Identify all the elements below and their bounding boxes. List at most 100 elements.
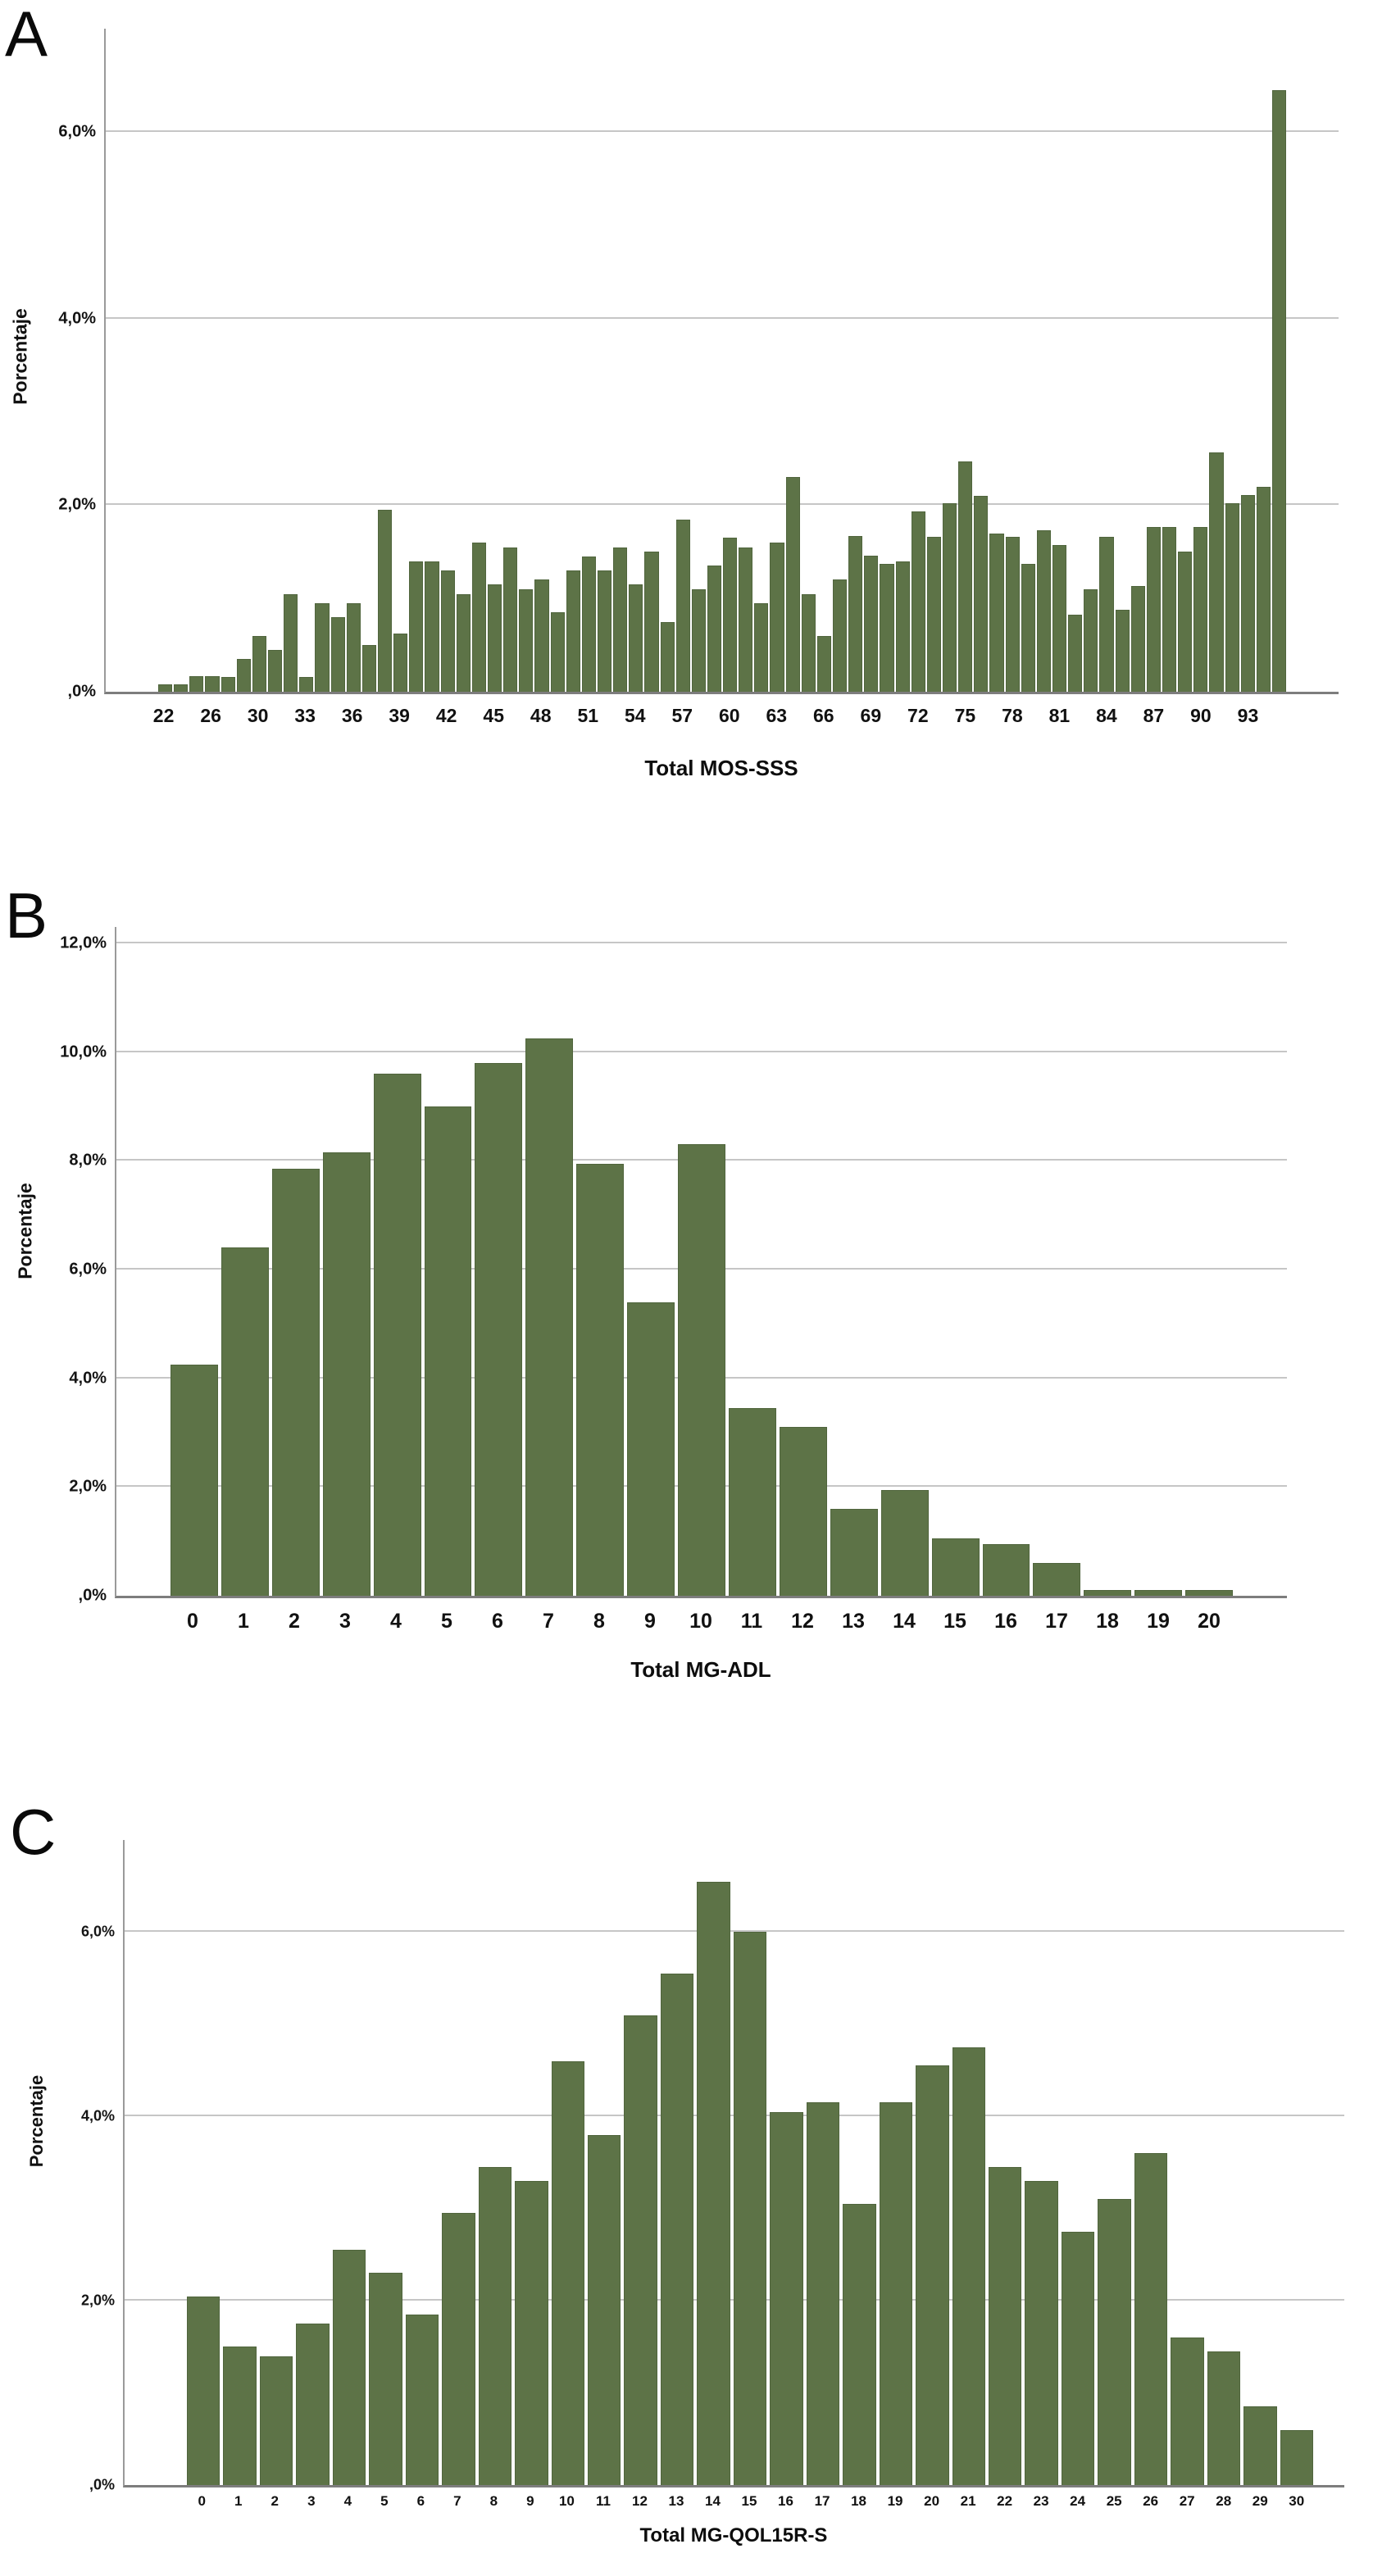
x-tick-label: 9 (644, 1610, 656, 1633)
bar (1061, 2231, 1095, 2485)
bar (1098, 2199, 1131, 2485)
x-tick-label: 4 (343, 2493, 352, 2509)
x-tick-label: 16 (994, 1610, 1017, 1633)
x-tick-cell (1210, 705, 1224, 738)
bar (1005, 537, 1020, 692)
bar (943, 503, 957, 692)
bar (440, 570, 455, 692)
x-tick-cell: 15 (931, 1610, 979, 1646)
x-tick-cell: 1 (222, 2493, 256, 2516)
bar (779, 1427, 827, 1596)
x-tick-cell: 5 (423, 1610, 471, 1646)
x-tick-cell: 11 (728, 1610, 775, 1646)
bar (733, 1932, 767, 2485)
x-tick-cell: 18 (842, 2493, 875, 2516)
x-tick-cell: 22 (153, 705, 175, 738)
bar (377, 510, 393, 692)
y-tick-label: 2,0% (58, 495, 96, 514)
x-tick-label: 29 (1252, 2493, 1268, 2509)
x-tick-label: 63 (766, 705, 788, 726)
bar (1243, 2406, 1277, 2485)
bar (1033, 1563, 1081, 1596)
x-tick-label: 19 (1147, 1610, 1170, 1633)
x-tick-cell (455, 705, 469, 738)
x-tick-cell: 6 (404, 2493, 438, 2516)
bar (373, 1074, 421, 1596)
x-tick-label: 36 (341, 705, 363, 726)
x-tick-cell (549, 705, 563, 738)
x-tick-label: 6 (492, 1610, 503, 1633)
x-tick-label: 19 (887, 2493, 903, 2509)
bar (223, 2347, 257, 2485)
bar (1225, 503, 1239, 692)
x-tick-label: 27 (1179, 2493, 1195, 2509)
bar (271, 1169, 320, 1596)
x-tick-cell: 60 (719, 705, 740, 738)
bar (487, 584, 502, 692)
bar (1068, 614, 1083, 692)
x-tick-cell: 17 (1033, 1610, 1080, 1646)
x-tick-cell: 19 (1134, 1610, 1182, 1646)
bar (629, 584, 643, 692)
bar (322, 1152, 371, 1596)
bar (534, 579, 549, 692)
x-tick-label: 25 (1106, 2493, 1122, 2509)
bar (1025, 2181, 1058, 2485)
bar (1134, 1590, 1183, 1596)
x-tick-label: 10 (689, 1610, 712, 1633)
x-tick-label: 54 (624, 705, 646, 726)
x-tick-cell (502, 705, 516, 738)
bar (624, 2015, 657, 2485)
gridline (106, 316, 1339, 319)
bar (361, 645, 376, 692)
x-tick-cell: 5 (368, 2493, 402, 2516)
y-tick-label: 6,0% (58, 122, 96, 141)
panel-c-letter: C (10, 1796, 57, 1868)
panel-b-letter: B (5, 879, 48, 952)
x-tick-cell: 14 (696, 2493, 730, 2516)
x-tick-label: 2 (271, 2493, 280, 2509)
x-tick-label: 12 (631, 2493, 648, 2509)
x-tick-label: 3 (307, 2493, 316, 2509)
x-tick-cell: 78 (1002, 705, 1023, 738)
bar (723, 538, 738, 692)
bar (1209, 452, 1224, 692)
x-tick-label: 4 (390, 1610, 402, 1633)
x-tick-cell: 15 (733, 2493, 766, 2516)
x-tick-cell: 90 (1190, 705, 1212, 738)
x-tick-label: 26 (200, 705, 221, 726)
bar (525, 1038, 574, 1596)
x-tick-cell: 93 (1238, 705, 1259, 738)
bar (393, 634, 408, 692)
bar (576, 1163, 625, 1596)
x-tick-label: 13 (842, 1610, 865, 1633)
bar (895, 561, 910, 692)
x-tick-label: 93 (1237, 705, 1259, 726)
x-tick-cell: 30 (248, 705, 269, 738)
x-tick-cell: 36 (342, 705, 363, 738)
panel-c-x-axis-title: Total MG-QOL15R-S (639, 2524, 828, 2546)
bar (916, 2065, 949, 2485)
gridline (106, 503, 1339, 506)
bar (174, 684, 189, 692)
bar (1146, 526, 1161, 692)
x-tick-cell: 81 (1049, 705, 1071, 738)
bars (116, 927, 1287, 1596)
bar (471, 542, 486, 692)
x-tick-label: 84 (1096, 705, 1117, 726)
bar (1130, 586, 1145, 692)
bar (958, 461, 973, 692)
gridline (116, 941, 1287, 943)
bar (205, 675, 220, 692)
x-tick-cell: 20 (915, 2493, 948, 2516)
x-tick-label: 3 (339, 1610, 351, 1633)
x-tick-label: 72 (907, 705, 929, 726)
bar (739, 547, 753, 692)
x-tick-label: 15 (943, 1610, 966, 1633)
x-tick-cell: 28 (1207, 2493, 1240, 2516)
bar (770, 2111, 803, 2485)
gridline (106, 130, 1339, 133)
x-tick-cell: 2 (271, 1610, 318, 1646)
x-tick-label: 21 (960, 2493, 976, 2509)
x-tick-cell: 29 (1243, 2493, 1277, 2516)
